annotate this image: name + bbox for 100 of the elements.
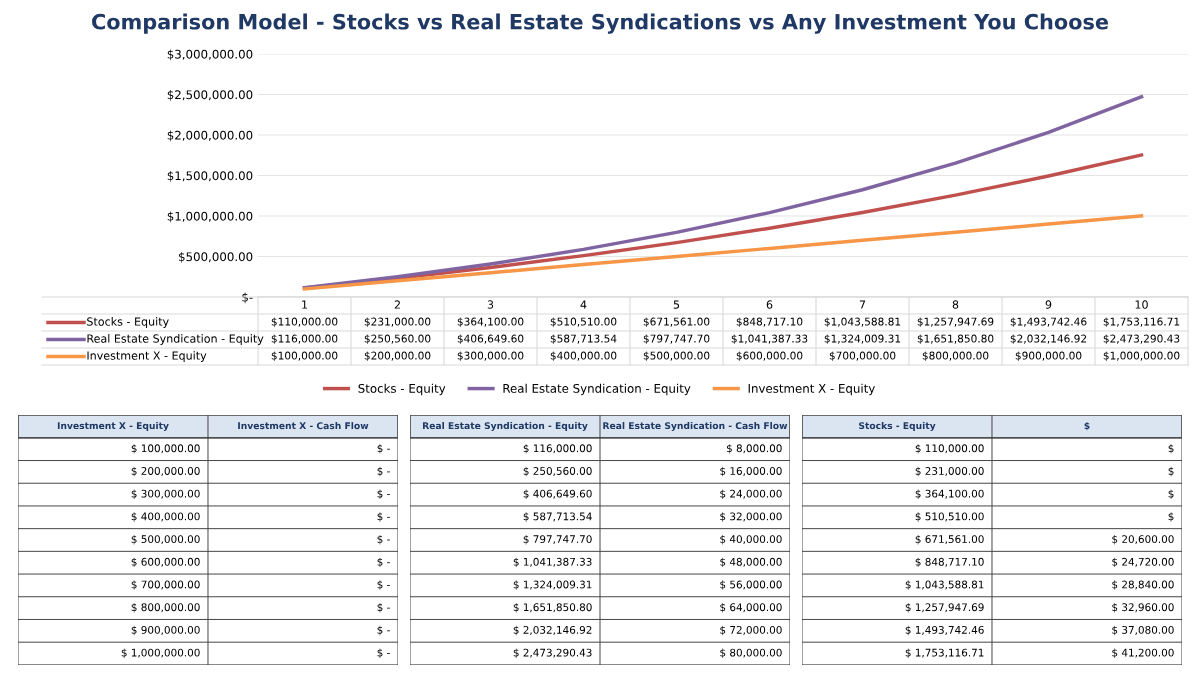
text: Investment X - Cash Flow <box>238 422 369 430</box>
text: $ 587,713.54 <box>523 512 592 522</box>
text: Stocks - Equity <box>859 422 936 431</box>
text: $ 37,080.00 <box>1112 625 1174 636</box>
data-label: $200,000.00 <box>364 351 431 361</box>
data-label: $2,473,290.43 <box>1103 334 1180 344</box>
text: Investment X - Equity <box>87 351 207 362</box>
text: $ 20,600.00 <box>1112 534 1174 545</box>
text: Stocks - Equity <box>87 317 169 328</box>
data-label: $1,000,000.00 <box>1103 351 1180 361</box>
x-tick-label: 3 <box>487 300 494 309</box>
text: $ 2,032,146.92 <box>513 625 592 636</box>
text: $ - <box>377 648 390 658</box>
text: $ - <box>377 580 390 590</box>
data-label: $231,000.00 <box>364 317 431 327</box>
text: $ 1,043,588.81 <box>905 580 984 590</box>
text: $ <box>1168 489 1174 499</box>
text: $ 1,257,947.69 <box>905 603 984 613</box>
text: $ - <box>377 534 390 545</box>
text: $ 8,000.00 <box>726 444 782 454</box>
legend-label: Stocks - Equity <box>358 383 446 396</box>
data-label: $406,649.60 <box>457 334 524 344</box>
text: $ <box>1168 466 1174 477</box>
text: $ 116,000.00 <box>523 444 592 454</box>
text: $ - <box>377 466 390 477</box>
x-tick-label: 8 <box>952 300 959 309</box>
x-tick-label: 9 <box>1045 300 1052 309</box>
text: $ 41,200.00 <box>1112 648 1174 658</box>
data-label: $400,000.00 <box>550 351 617 361</box>
text: $ 848,717.10 <box>915 557 984 568</box>
y-tick-label: $2,500,000.00 <box>167 90 253 101</box>
text: $ - <box>377 489 390 499</box>
text: $ 48,000.00 <box>720 557 782 568</box>
y-tick-label: $1,000,000.00 <box>167 211 253 223</box>
text: $ 56,000.00 <box>720 580 782 590</box>
text: Real Estate Syndication - Equity <box>423 422 588 431</box>
x-tick-label: 10 <box>1135 300 1148 309</box>
text: Investment X - Equity <box>57 422 169 431</box>
text: $ 40,000.00 <box>720 534 782 545</box>
text: $ 700,000.00 <box>131 580 200 590</box>
text: $ 364,100.00 <box>915 489 984 499</box>
text: $ 231,000.00 <box>915 466 984 477</box>
text: $ 250,560.00 <box>523 466 592 477</box>
legend-label: Investment X - Equity <box>748 383 875 396</box>
text: $ 1,651,850.80 <box>513 603 592 613</box>
legend-label: Real Estate Syndication - Equity <box>87 334 264 345</box>
text: $ - <box>377 625 390 636</box>
chart-title: Comparison Model - Stocks vs Real Estate Syndications vs Any Investment You Choose <box>92 13 1109 34</box>
text: $ 24,000.00 <box>720 489 782 499</box>
text: $ 16,000.00 <box>720 466 782 477</box>
y-tick-label: $3,000,000.00 <box>167 49 253 61</box>
text: $ - <box>377 557 390 568</box>
text: $ 797,747.70 <box>523 534 592 545</box>
line-series <box>302 94 1144 290</box>
text: $ - <box>377 603 390 613</box>
data-label: $510,510.00 <box>550 317 617 327</box>
text: Real Estate Syndication - Equity <box>503 383 691 396</box>
data-label: $1,324,009.31 <box>824 334 901 344</box>
data-label: $100,000.00 <box>271 351 338 361</box>
y-tick-label: $1,500,000.00 <box>167 171 253 182</box>
data-label: $1,753,116.71 <box>1103 317 1180 327</box>
text: $ 24,720.00 <box>1112 557 1174 568</box>
text: $ 64,000.00 <box>720 603 782 613</box>
data-label: $587,713.54 <box>550 334 617 344</box>
x-tick-label: 6 <box>766 300 773 309</box>
text: $ 32,000.00 <box>720 512 782 522</box>
y-tick-label: $2,000,000.00 <box>167 130 253 142</box>
text: $ 1,753,116.71 <box>905 648 984 658</box>
y-tick-label: $500,000.00 <box>179 252 253 263</box>
text: $ - <box>377 512 390 522</box>
data-label: $116,000.00 <box>271 334 338 344</box>
x-tick-label: 1 <box>302 300 308 309</box>
text: $ <box>1168 512 1174 522</box>
data-label: $848,717.10 <box>736 317 803 327</box>
text: $ 1,493,742.46 <box>905 625 984 636</box>
text: $ 900,000.00 <box>131 625 200 636</box>
data-label: $800,000.00 <box>922 351 989 361</box>
data-label: $1,257,947.69 <box>917 317 994 327</box>
data-label: $364,100.00 <box>457 317 524 327</box>
text: $ 32,960.00 <box>1112 603 1174 613</box>
data-label: $797,747.70 <box>643 334 710 344</box>
text: $ 671,561.00 <box>915 534 984 545</box>
x-tick-label: 2 <box>394 300 400 309</box>
text: $ 600,000.00 <box>131 557 200 568</box>
text: $ 1,000,000.00 <box>121 648 200 658</box>
data-label: $500,000.00 <box>643 351 710 361</box>
text: $ 300,000.00 <box>131 489 200 499</box>
text: $ 80,000.00 <box>720 648 782 658</box>
text: $ 110,000.00 <box>915 444 984 454</box>
text: Real Estate Syndication - Cash Flow <box>603 422 788 431</box>
text: $ 1,324,009.31 <box>513 580 592 590</box>
data-label: $300,000.00 <box>457 351 524 361</box>
text: $ 510,510.00 <box>915 512 984 522</box>
text: $ 500,000.00 <box>131 534 200 545</box>
data-label: $250,560.00 <box>364 334 431 344</box>
data-label: $2,032,146.92 <box>1010 334 1087 344</box>
data-label: $1,493,742.46 <box>1010 317 1087 327</box>
x-tick-label: 5 <box>673 300 680 309</box>
data-label: $110,000.00 <box>271 317 338 327</box>
data-label: $600,000.00 <box>736 351 803 361</box>
